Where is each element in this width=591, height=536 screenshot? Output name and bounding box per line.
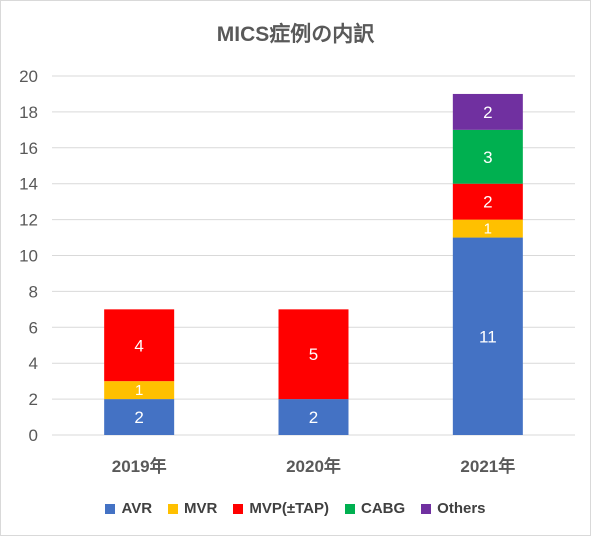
legend-swatch	[421, 503, 432, 514]
legend-item: MVR	[168, 500, 217, 517]
bar-segment	[104, 399, 175, 435]
y-tick-label: 14	[19, 175, 38, 194]
data-label: 11	[479, 327, 497, 346]
legend-item: CABG	[345, 500, 405, 517]
x-axis-category-labels: 2019年 2020年 2021年	[112, 456, 515, 476]
bar-segment	[278, 399, 349, 435]
legend-item: Others	[421, 500, 486, 517]
y-tick-label: 0	[29, 426, 38, 445]
y-tick-label: 18	[19, 103, 38, 122]
legend-label: MVR	[184, 500, 218, 517]
legend-label: Others	[437, 500, 486, 517]
y-tick-label: 6	[29, 318, 38, 337]
legend-item: AVR	[105, 500, 152, 517]
bar-segment	[452, 237, 523, 435]
bar-segment	[452, 129, 523, 184]
data-label: 2	[309, 408, 318, 427]
y-tick-label: 8	[29, 282, 38, 301]
y-tick-label: 10	[19, 247, 38, 266]
y-tick-label: 16	[19, 139, 38, 158]
x-category-label: 2021年	[460, 456, 515, 476]
data-label: 1	[135, 382, 143, 399]
legend-label: MVP(±TAP)	[249, 500, 329, 517]
data-label: 2	[483, 193, 492, 212]
y-tick-label: 4	[29, 354, 38, 373]
legend-swatch	[233, 503, 244, 514]
data-label: 4	[134, 336, 143, 355]
y-tick-label: 20	[19, 67, 38, 86]
y-tick-label: 12	[19, 211, 38, 230]
data-label: 1	[484, 221, 492, 238]
data-label: 2	[134, 408, 143, 427]
y-axis-tick-labels: 0 2 4 6 8 10 12 14 16 18 20	[19, 67, 38, 445]
legend-swatch	[168, 503, 179, 514]
legend-swatch	[345, 503, 355, 514]
legend-item: MVP(±TAP)	[233, 500, 329, 517]
data-label: 2	[483, 103, 492, 122]
x-category-label: 2020年	[286, 456, 341, 476]
bar-segment	[452, 93, 523, 130]
chart-title: MICS症例の内訳	[216, 23, 375, 46]
legend-swatch	[105, 503, 116, 514]
data-label: 3	[483, 148, 492, 167]
y-tick-label: 2	[29, 390, 38, 409]
legend-label: AVR	[121, 500, 153, 517]
bar-segment	[452, 219, 523, 238]
x-category-label: 2019年	[112, 456, 167, 476]
bar-segment	[104, 309, 175, 382]
data-label: 5	[309, 345, 318, 364]
bar-segment	[278, 309, 349, 400]
bar-segment	[104, 381, 175, 400]
legend-label: CABG	[361, 500, 406, 517]
bar-segment	[452, 183, 523, 220]
chart-legend: AVR MVR MVP(±TAP) CABG Others	[0, 500, 591, 517]
